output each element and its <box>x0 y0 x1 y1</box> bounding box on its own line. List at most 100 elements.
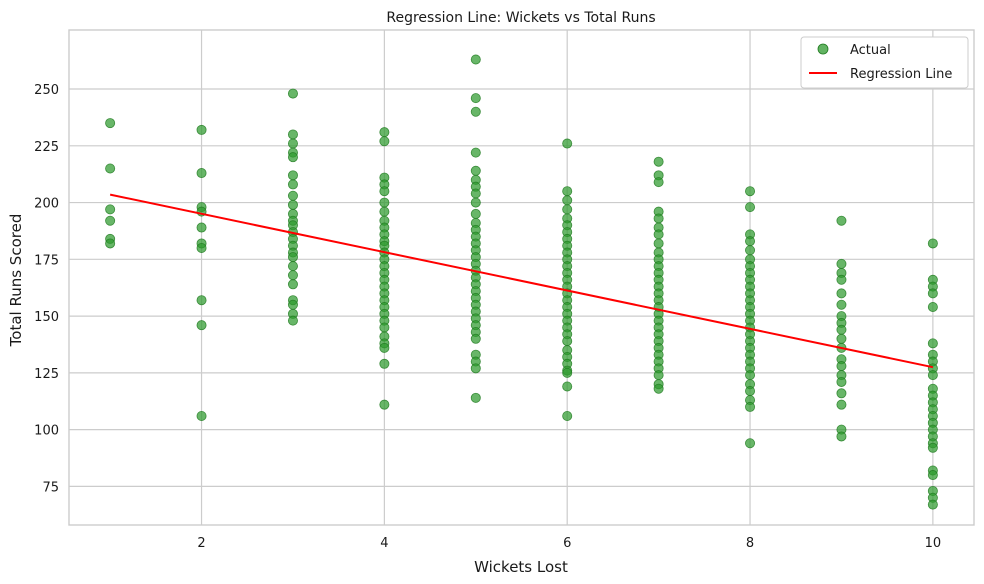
data-point <box>287 179 298 190</box>
data-point <box>927 470 938 481</box>
data-point <box>196 222 207 233</box>
data-point <box>836 288 847 299</box>
y-tick-label: 250 <box>34 83 59 98</box>
data-point <box>470 392 481 403</box>
plot-frame <box>68 29 975 526</box>
data-point <box>470 363 481 374</box>
data-point <box>287 299 298 310</box>
y-tick-label: 150 <box>34 310 59 325</box>
x-tick-labels: 2 4 6 8 10 <box>197 536 941 551</box>
data-point <box>287 279 298 290</box>
y-axis-label: Total Runs Scored <box>7 214 25 348</box>
data-point <box>379 358 390 369</box>
data-point <box>836 299 847 310</box>
data-point <box>927 302 938 313</box>
data-point <box>836 274 847 285</box>
data-point <box>470 93 481 104</box>
data-point <box>287 138 298 149</box>
data-point <box>379 197 390 208</box>
data-point <box>562 138 573 149</box>
x-axis-label: Wickets Lost <box>474 558 568 576</box>
data-point <box>745 186 756 197</box>
y-tick-label: 225 <box>34 140 59 155</box>
y-tick-label: 75 <box>42 480 59 495</box>
data-point <box>562 411 573 422</box>
data-point <box>927 499 938 510</box>
data-point <box>196 295 207 306</box>
data-point <box>287 129 298 140</box>
y-tick-labels: 75 100 125 150 175 200 225 250 <box>34 83 59 495</box>
data-point <box>562 381 573 392</box>
regression-line-path <box>109 193 934 369</box>
x-tick-label: 10 <box>925 536 942 551</box>
data-point <box>105 215 116 226</box>
data-point <box>379 186 390 197</box>
data-point <box>927 370 938 381</box>
data-point <box>745 236 756 247</box>
data-point <box>745 202 756 213</box>
legend-actual-label: Actual <box>850 43 891 58</box>
data-point <box>196 242 207 253</box>
data-point <box>562 186 573 197</box>
data-point <box>927 442 938 453</box>
legend-actual-marker <box>817 43 829 55</box>
data-point <box>927 288 938 299</box>
x-tick-label: 4 <box>380 536 388 551</box>
data-point <box>836 376 847 387</box>
data-point <box>379 127 390 138</box>
data-point <box>653 238 664 249</box>
x-tick-label: 8 <box>746 536 754 551</box>
data-point <box>653 383 664 394</box>
y-tick-label: 100 <box>34 424 59 439</box>
data-point <box>836 431 847 442</box>
data-point <box>287 261 298 272</box>
data-point <box>562 204 573 215</box>
data-point <box>287 170 298 181</box>
data-point <box>287 315 298 326</box>
data-point <box>470 197 481 208</box>
y-tick-label: 200 <box>34 197 59 212</box>
data-point <box>653 177 664 188</box>
data-point <box>745 386 756 397</box>
data-point <box>836 399 847 410</box>
data-point <box>836 324 847 335</box>
data-point <box>105 163 116 174</box>
legend: Actual Regression Line <box>800 36 969 89</box>
data-point <box>836 258 847 269</box>
y-tick-label: 125 <box>34 367 59 382</box>
data-point <box>653 370 664 381</box>
data-point <box>927 238 938 249</box>
data-point <box>836 215 847 226</box>
data-point <box>287 88 298 99</box>
data-point <box>379 342 390 353</box>
data-point <box>470 208 481 219</box>
data-point <box>287 199 298 210</box>
data-point <box>196 320 207 331</box>
y-tick-label: 175 <box>34 253 59 268</box>
data-point <box>836 361 847 372</box>
data-point <box>379 399 390 410</box>
data-point <box>379 206 390 217</box>
legend-box <box>800 36 969 89</box>
data-point <box>745 438 756 449</box>
data-point <box>470 54 481 65</box>
data-point <box>287 190 298 201</box>
data-point <box>287 252 298 263</box>
data-point <box>836 388 847 399</box>
data-point <box>836 333 847 344</box>
data-point <box>470 165 481 176</box>
data-point <box>287 270 298 281</box>
data-point <box>196 411 207 422</box>
regression-line <box>109 193 934 369</box>
data-point <box>105 118 116 129</box>
data-point <box>653 156 664 167</box>
data-point <box>470 188 481 199</box>
x-tick-label: 6 <box>563 536 571 551</box>
data-point <box>745 370 756 381</box>
data-point <box>470 147 481 158</box>
chart-title: Regression Line: Wickets vs Total Runs <box>386 10 655 26</box>
data-point <box>196 124 207 135</box>
data-point <box>653 229 664 240</box>
legend-regression-label: Regression Line <box>850 67 952 82</box>
